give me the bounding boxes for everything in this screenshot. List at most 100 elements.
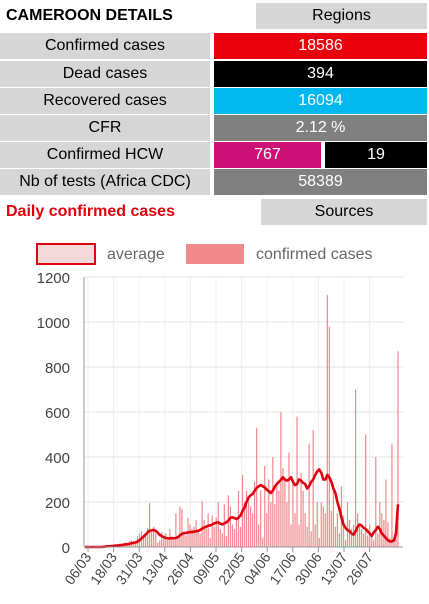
confirmed-bar (185, 535, 187, 547)
average-line-group (85, 468, 400, 549)
confirmed-bar (322, 506, 324, 547)
confirmed-bar (367, 535, 369, 547)
confirmed-bar (179, 506, 181, 547)
confirmed-bar (278, 490, 280, 547)
confirmed-bar (233, 529, 236, 547)
confirmed-bar (320, 502, 322, 547)
y-tick-label: 1200 (37, 270, 70, 287)
sources-button[interactable]: Sources (261, 199, 427, 225)
confirmed-bar (215, 517, 217, 547)
confirmed-bar (304, 513, 306, 547)
confirmed-bar (298, 524, 300, 547)
hcw-deaths-value: 19 (325, 142, 427, 168)
confirmed-bar (161, 532, 163, 547)
confirmed-bar (126, 545, 129, 547)
confirmed-bar (149, 503, 151, 547)
x-tick-label: 30/06 (292, 549, 325, 587)
confirmed-bar (252, 513, 254, 547)
confirmed-bar (357, 513, 359, 547)
confirmed-bar (203, 520, 205, 547)
y-tick-label: 400 (45, 450, 70, 467)
confirmed-bar (290, 524, 292, 547)
confirmed-bar (350, 529, 353, 547)
daily-cases-chart: average confirmed cases 0 200 400 600 800 100… (36, 243, 403, 587)
confirmed-bar (201, 500, 203, 547)
x-tick-label: 26/04 (164, 549, 197, 587)
regions-button[interactable]: Regions (256, 3, 427, 29)
chart-grid: 0 200 400 600 800 1000 1200 (37, 270, 403, 557)
confirmed-bar (354, 389, 357, 547)
confirmed-bar (383, 520, 385, 547)
confirmed-bar (330, 511, 332, 547)
confirmed-bar (245, 490, 248, 547)
confirmed-bar (195, 520, 197, 547)
confirmed-bar (314, 524, 316, 547)
confirmed-bar (294, 513, 296, 547)
confirmed-bar (302, 490, 304, 547)
cfr-value: 2.12 % (214, 115, 427, 141)
confirmed-bar (332, 484, 334, 547)
confirmed-bar (336, 513, 339, 547)
confirmed-bar (229, 506, 231, 547)
confirmed-bar (369, 524, 371, 547)
confirmed-bar (197, 531, 199, 547)
confirmed-bar (373, 540, 375, 547)
confirmed-bar (288, 452, 290, 547)
confirmed-bar (151, 529, 153, 547)
confirmed-bar (205, 529, 207, 547)
confirmed-bar (377, 533, 379, 547)
confirmed-bar (338, 533, 341, 547)
legend-bars-swatch (186, 244, 244, 264)
confirmed-bar (266, 513, 268, 547)
confirmed-bar (132, 542, 135, 547)
x-tick-label: 18/03 (87, 549, 120, 587)
confirmed-bar (231, 524, 234, 547)
confirmed-bar (270, 502, 272, 547)
confirmed-bar (274, 504, 276, 547)
confirmed-bar (379, 502, 381, 547)
y-tick-label: 1000 (37, 315, 70, 332)
confirmed-bar (284, 479, 286, 547)
confirmed-bar (173, 540, 175, 547)
legend-average-label: average (107, 246, 165, 263)
confirmed-bar (159, 540, 161, 547)
confirmed-bar (207, 513, 209, 547)
confirmed-cases-value: 18586 (214, 33, 427, 59)
confirmed-bar (247, 499, 250, 547)
confirmed-hcw-label: Confirmed HCW (0, 142, 210, 168)
confirmed-bar (328, 326, 330, 547)
confirmed-bar (213, 526, 215, 547)
x-tick-label: 17/06 (266, 549, 299, 587)
confirmed-bar (211, 515, 213, 547)
confirmed-bar (308, 443, 310, 547)
confirmed-bar (155, 533, 157, 547)
x-tick-label: 26/07 (343, 549, 376, 587)
confirmed-bar (147, 527, 149, 547)
daily-cases-title: Daily confirmed cases (6, 203, 175, 220)
confirmed-bar (316, 502, 318, 547)
y-tick-label: 200 (45, 495, 70, 512)
confirmed-bar (165, 533, 167, 547)
confirmed-bar (177, 538, 179, 547)
confirmed-bar (334, 526, 336, 547)
confirmed-bar (381, 513, 383, 547)
confirmed-bar (199, 533, 201, 547)
confirmed-bar (254, 481, 256, 547)
confirmed-bar (144, 535, 147, 547)
confirmed-bar (153, 526, 155, 547)
x-tick-label: 13/04 (138, 549, 171, 587)
confirmed-bar (235, 520, 238, 547)
confirmed-hcw-value: 767 (214, 142, 321, 168)
recovered-cases-label: Recovered cases (0, 88, 210, 114)
average-line (85, 468, 400, 549)
confirmed-bar (318, 538, 320, 547)
confirmed-bar (397, 351, 399, 547)
confirmed-bar (142, 538, 145, 547)
confirmed-bar (359, 526, 361, 547)
confirmed-bar (282, 468, 284, 547)
confirmed-cases-label: Confirmed cases (0, 33, 210, 59)
recovered-cases-value: 16094 (214, 88, 427, 114)
confirmed-bar (292, 479, 294, 547)
x-tick-label: 09/05 (189, 549, 222, 587)
page-title: CAMEROON DETAILS (6, 7, 173, 24)
